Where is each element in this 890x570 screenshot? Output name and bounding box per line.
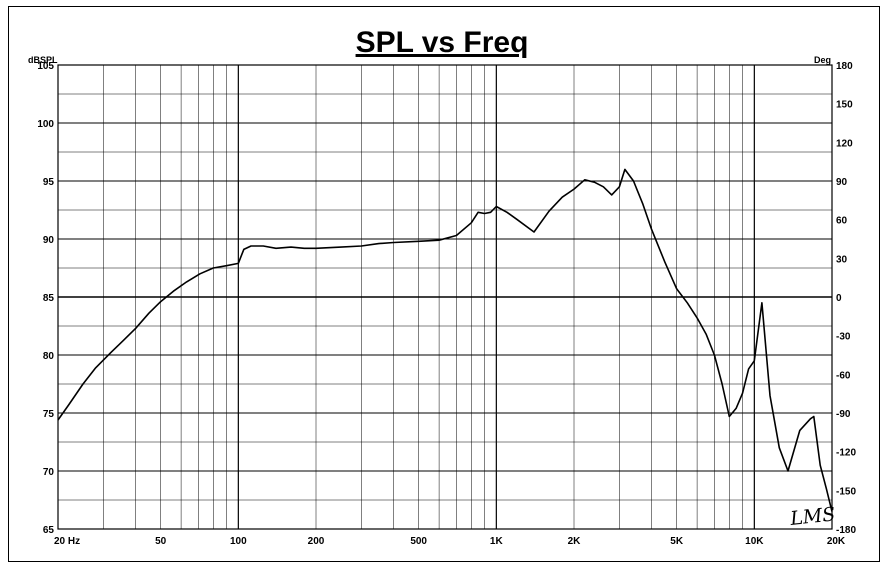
x-tick-label: 20K bbox=[827, 536, 846, 547]
left-tick-label: 75 bbox=[43, 409, 55, 420]
left-tick-label: 95 bbox=[43, 177, 55, 188]
x-tick-label: 50 bbox=[155, 536, 167, 547]
plot-border bbox=[57, 64, 833, 530]
right-tick-label: -60 bbox=[836, 370, 851, 381]
spl-response-curve bbox=[57, 168, 833, 512]
left-tick-label: 65 bbox=[43, 525, 55, 536]
chart-title: SPL vs Freq bbox=[356, 26, 529, 59]
left-tick-label: 105 bbox=[37, 61, 54, 72]
right-axis-label: Deg bbox=[814, 55, 831, 65]
axis-ticks: 105 100 95 90 85 80 75 70 65 180 150 120 90 60 30 0 -30 -… bbox=[37, 61, 856, 547]
right-tick-label: 180 bbox=[836, 61, 853, 72]
x-tick-label: 200 bbox=[308, 536, 325, 547]
right-tick-label: -30 bbox=[836, 332, 851, 343]
right-tick-label: -90 bbox=[836, 409, 851, 420]
left-tick-label: 100 bbox=[37, 119, 54, 130]
left-tick-label: 90 bbox=[43, 235, 55, 246]
right-tick-label: 90 bbox=[836, 177, 848, 188]
right-tick-label: -120 bbox=[836, 448, 856, 459]
x-tick-label: 100 bbox=[230, 536, 247, 547]
right-tick-label: 0 bbox=[836, 293, 842, 304]
x-tick-label: 10K bbox=[745, 536, 764, 547]
left-tick-label: 80 bbox=[43, 351, 55, 362]
right-tick-label: 150 bbox=[836, 100, 853, 111]
left-tick-label: 85 bbox=[43, 293, 55, 304]
left-axis-label: dBSPL bbox=[28, 55, 58, 65]
left-tick-label: 70 bbox=[43, 467, 55, 478]
right-tick-label: -150 bbox=[836, 486, 856, 497]
x-tick-label: 1K bbox=[490, 536, 504, 547]
spl-frequency-chart: SPL vs Freq dBSPL Deg 105 100 95 90 85 80 75 70… bbox=[28, 26, 856, 547]
right-tick-label: 30 bbox=[836, 254, 848, 265]
lms-watermark: LMS bbox=[788, 503, 836, 530]
chart-frame: SPL vs Freq dBSPL Deg 105 100 95 90 85 80 75 70… bbox=[8, 6, 880, 562]
x-tick-label: 5K bbox=[670, 536, 684, 547]
x-tick-label: 500 bbox=[410, 536, 427, 547]
plot-grid bbox=[57, 64, 833, 530]
right-tick-label: 60 bbox=[836, 216, 848, 227]
right-tick-label: 120 bbox=[836, 138, 853, 149]
x-tick-label: 2K bbox=[568, 536, 582, 547]
x-tick-label: 20 Hz bbox=[54, 536, 80, 547]
right-tick-label: -180 bbox=[836, 525, 856, 536]
